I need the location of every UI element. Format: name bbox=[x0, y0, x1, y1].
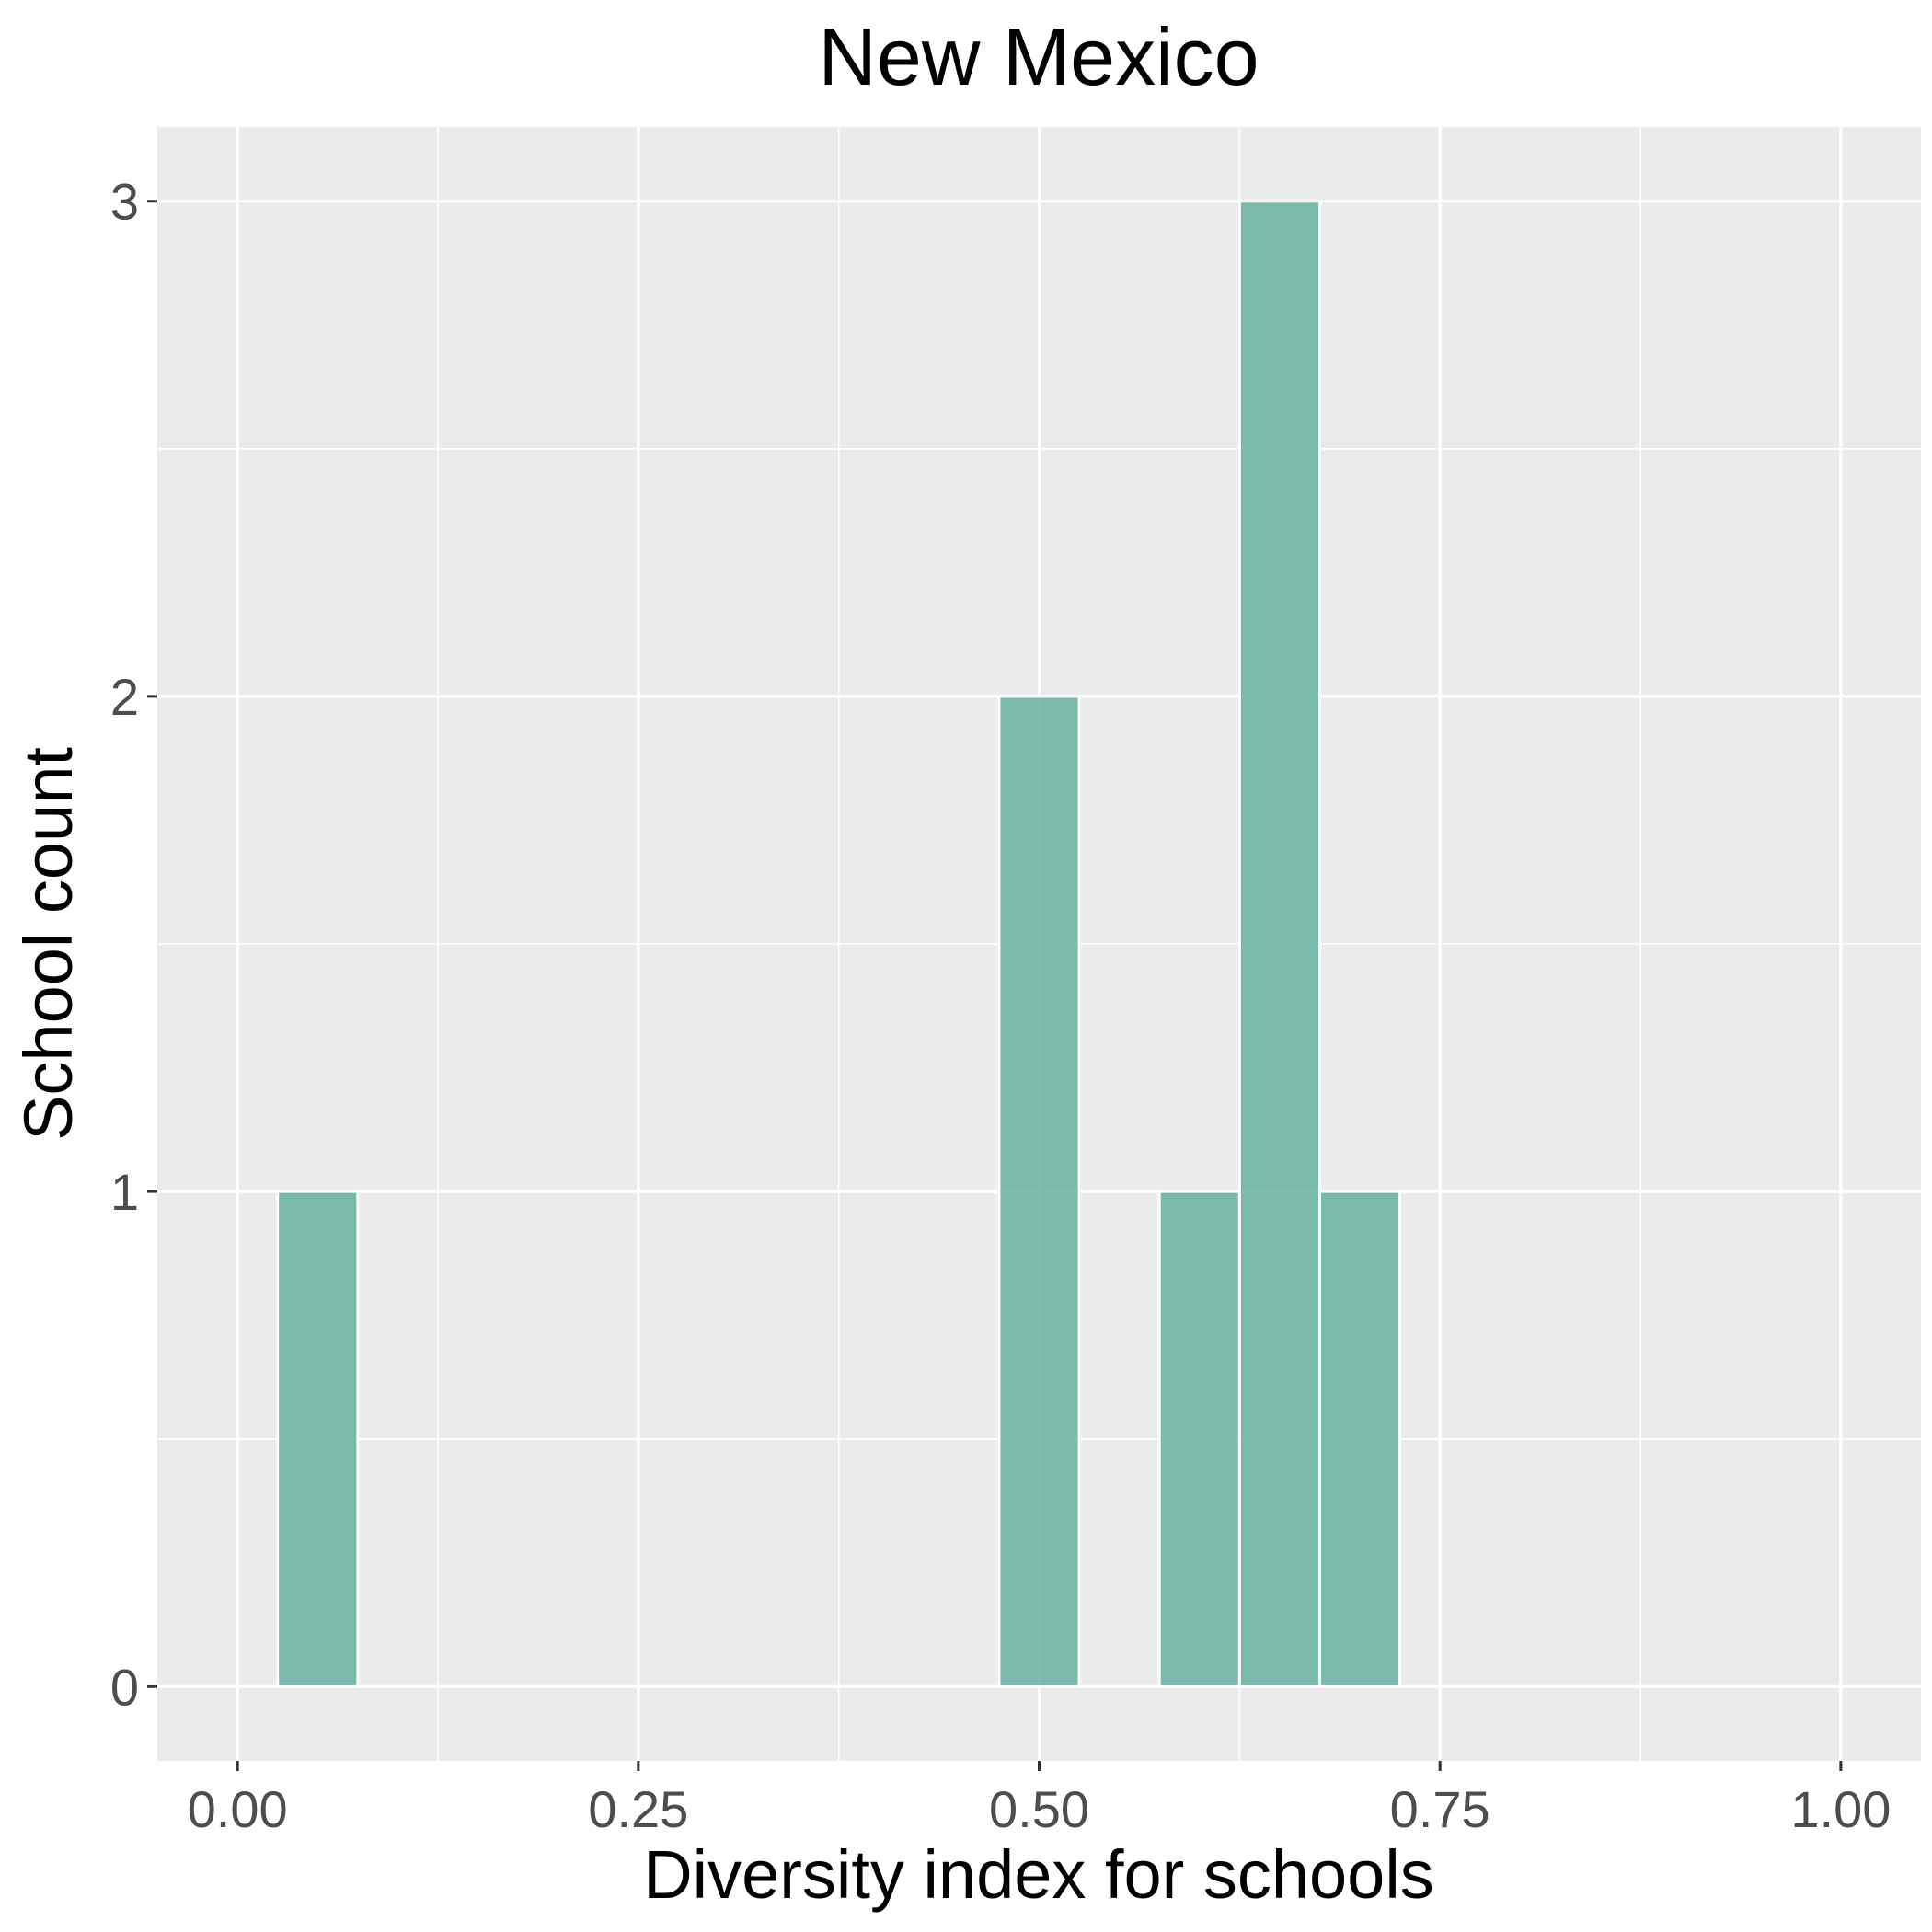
x-tick-label: 1.00 bbox=[1790, 1780, 1891, 1838]
x-tick-label: 0.00 bbox=[188, 1780, 288, 1838]
y-tick-label: 3 bbox=[110, 173, 139, 231]
histogram-bar bbox=[997, 695, 1081, 1688]
y-axis-ticks: 0 1 2 3 bbox=[110, 173, 157, 1716]
chart-title: New Mexico bbox=[818, 11, 1259, 102]
histogram-bar bbox=[1157, 1190, 1241, 1688]
y-tick-label: 2 bbox=[110, 668, 139, 726]
histogram-bars bbox=[276, 200, 1402, 1688]
histogram-bar bbox=[276, 1190, 360, 1688]
histogram-bar bbox=[1237, 200, 1321, 1688]
histogram-bar bbox=[1317, 1190, 1402, 1688]
y-axis-title: School count bbox=[10, 747, 86, 1141]
y-tick-label: 1 bbox=[110, 1163, 139, 1221]
x-axis-title: Diversity index for schools bbox=[643, 1836, 1434, 1913]
x-axis-ticks: 0.00 0.25 0.50 0.75 1.00 bbox=[188, 1761, 1891, 1838]
x-tick-label: 0.50 bbox=[989, 1780, 1089, 1838]
x-tick-label: 0.75 bbox=[1390, 1780, 1490, 1838]
y-tick-label: 0 bbox=[110, 1658, 139, 1716]
x-tick-label: 0.25 bbox=[588, 1780, 688, 1838]
